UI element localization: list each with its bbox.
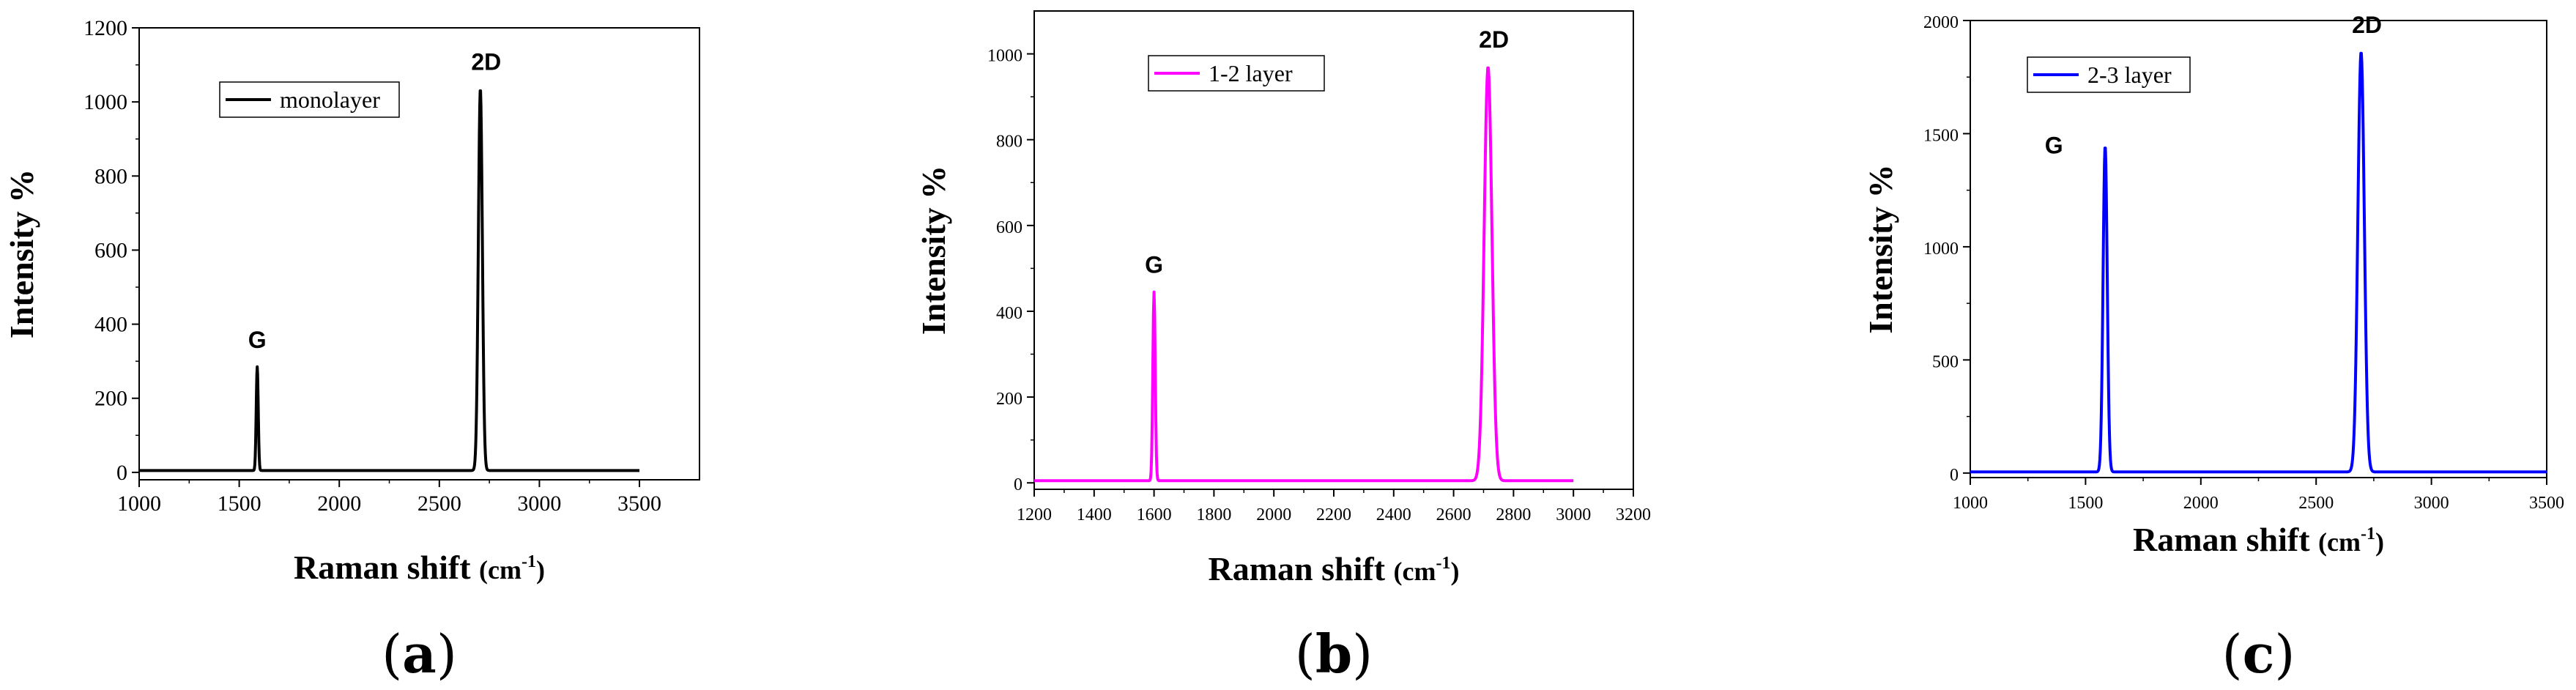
x-tick-label: 1000 xyxy=(117,491,161,516)
x-tick-label: 1500 xyxy=(2068,494,2103,513)
y-tick-label: 500 xyxy=(1932,352,1959,371)
y-axis-title: Intensity % xyxy=(3,169,40,338)
x-tick-label: 1200 xyxy=(1017,505,1052,524)
y-tick-label: 2000 xyxy=(1923,13,1959,32)
x-tick-label: 2000 xyxy=(2183,494,2219,513)
panel-paren-open: ( xyxy=(2221,623,2242,685)
x-axis-title-sup: -1 xyxy=(2361,524,2375,544)
y-tick-label: 0 xyxy=(1014,475,1022,494)
x-tick-label: 3500 xyxy=(2529,494,2564,513)
y-tick-label: 0 xyxy=(1950,466,1959,485)
y-tick-label: 1500 xyxy=(1923,126,1959,145)
x-tick-label: 2000 xyxy=(1256,505,1291,524)
x-tick-label: 2500 xyxy=(2298,494,2334,513)
plot-frame xyxy=(1033,10,1634,490)
panel-label: (b) xyxy=(1295,623,1373,685)
x-axis-title-unit: (cm xyxy=(1394,557,1436,586)
peak-label-2d: 2D xyxy=(2352,12,2382,38)
y-tick-label: 600 xyxy=(996,218,1022,237)
panel-label: (c) xyxy=(2221,623,2295,685)
panel-paren-open: ( xyxy=(382,623,402,685)
peak-label-2d: 2D xyxy=(471,48,501,75)
y-tick-label: 200 xyxy=(996,390,1022,409)
y-tick-label: 1000 xyxy=(1923,240,1959,259)
spectrum-line xyxy=(1033,66,1575,483)
legend-label: 2-3 layer xyxy=(2087,62,2172,88)
x-tick-label: 1000 xyxy=(1953,494,1988,513)
peak-label-g: G xyxy=(1145,252,1163,278)
y-tick-label: 1000 xyxy=(83,90,127,114)
legend-label: monolayer xyxy=(280,86,380,113)
x-axis-title-sup: -1 xyxy=(1436,554,1451,573)
peak-label-2d: 2D xyxy=(1479,26,1509,53)
panel-letter: a xyxy=(402,623,437,685)
x-tick-label: 1400 xyxy=(1077,505,1112,524)
x-axis-title-close: ) xyxy=(1451,557,1460,586)
panel-letter: b xyxy=(1315,623,1352,685)
y-axis-title: Intensity % xyxy=(915,166,952,335)
legend-label: 1-2 layer xyxy=(1209,60,1293,86)
y-tick-label: 800 xyxy=(996,133,1022,152)
y-tick-label: 200 xyxy=(94,387,127,411)
x-tick-label: 1800 xyxy=(1196,505,1231,524)
chart-panel-c: 1000 1500 2000 2500 3000 3500 0 500 1000 1500 2000… xyxy=(1862,12,2564,685)
x-tick-label: 3000 xyxy=(1556,505,1591,524)
x-tick-label: 2600 xyxy=(1436,505,1471,524)
y-tick-label: 400 xyxy=(996,304,1022,323)
spectrum-line xyxy=(138,89,641,472)
x-tick-label: 3000 xyxy=(2414,494,2449,513)
x-axis-title-unit: (cm xyxy=(2318,527,2361,557)
x-tick-label: 2200 xyxy=(1316,505,1351,524)
x-axis-title-close: ) xyxy=(536,555,545,585)
y-tick-label: 400 xyxy=(94,313,127,337)
chart-panel-a: 1000 1500 2000 2500 3000 3500 0 200 400 600 800 100… xyxy=(3,16,700,685)
x-tick-label: 3000 xyxy=(517,491,561,516)
panel-paren-close: ) xyxy=(2274,623,2295,685)
panel-letter: c xyxy=(2243,623,2275,685)
spectrum-line xyxy=(1969,51,2548,474)
chart-panel-b: 1200 1400 1600 1800 2000 2200 2400 2600 2800 3000… xyxy=(915,10,1651,685)
x-axis-title: Raman shift (cm-1) xyxy=(2133,521,2384,558)
x-axis-title-close: ) xyxy=(2375,527,2384,557)
x-tick-label: 1500 xyxy=(218,491,261,516)
x-tick-label: 2000 xyxy=(317,491,361,516)
x-axis-title-unit: (cm xyxy=(479,555,521,585)
y-tick-label: 1200 xyxy=(83,16,127,40)
y-tick-label: 600 xyxy=(94,238,127,262)
peak-label-g: G xyxy=(248,327,267,353)
x-tick-label: 2400 xyxy=(1376,505,1411,524)
x-axis-title-sup: -1 xyxy=(521,552,536,571)
plot-frame xyxy=(138,27,700,481)
y-tick-label: 800 xyxy=(94,164,127,188)
x-axis-title: Raman shift (cm-1) xyxy=(294,549,545,586)
x-tick-label: 3500 xyxy=(617,491,661,516)
x-tick-label: 1600 xyxy=(1137,505,1172,524)
y-tick-label: 0 xyxy=(116,461,127,485)
x-tick-label: 3200 xyxy=(1616,505,1651,524)
x-axis-title: Raman shift (cm-1) xyxy=(1209,550,1460,587)
panel-paren-open: ( xyxy=(1295,623,1315,685)
peak-label-g: G xyxy=(2045,132,2063,158)
x-axis-title-main: Raman shift xyxy=(1209,550,1394,587)
x-tick-label: 2800 xyxy=(1496,505,1531,524)
panel-label: (a) xyxy=(382,623,457,685)
panel-paren-close: ) xyxy=(437,623,457,685)
x-tick-label: 2500 xyxy=(417,491,461,516)
panel-paren-close: ) xyxy=(1352,623,1373,685)
y-tick-label: 1000 xyxy=(987,47,1022,66)
y-axis-title: Intensity % xyxy=(1862,164,1899,333)
x-axis-title-main: Raman shift xyxy=(2133,521,2318,558)
x-axis-title-main: Raman shift xyxy=(294,549,479,586)
